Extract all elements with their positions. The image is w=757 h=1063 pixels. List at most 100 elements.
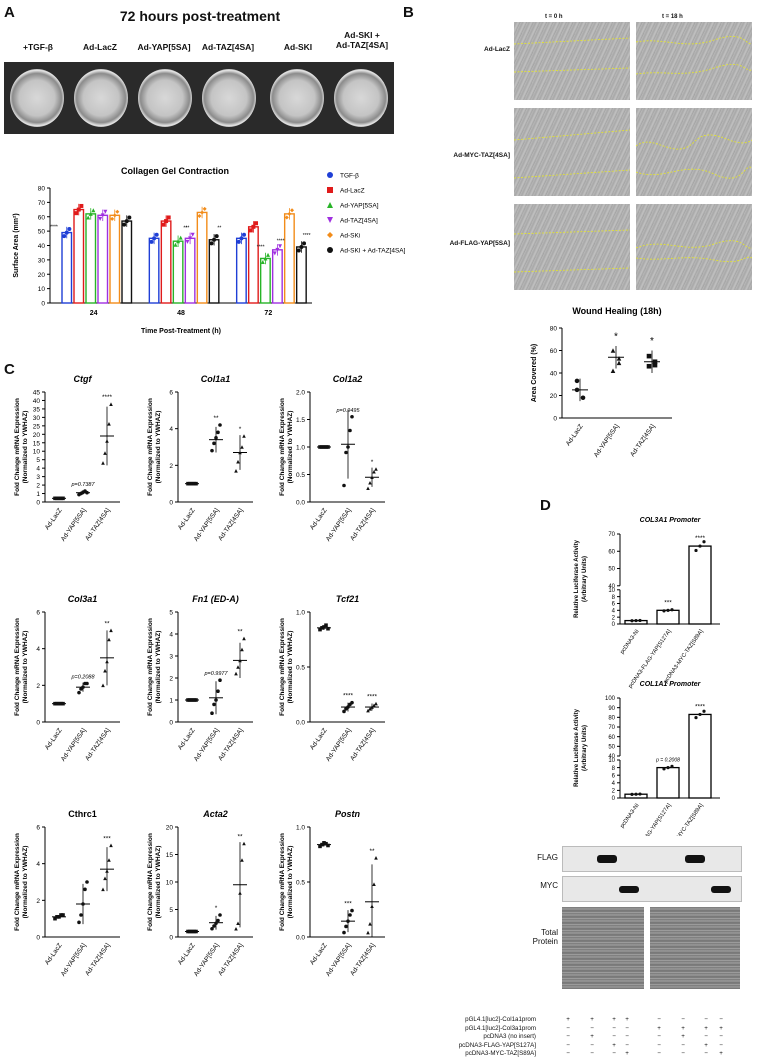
data-point — [348, 913, 352, 917]
y-tick-label: 10 — [33, 449, 41, 456]
data-point — [185, 239, 190, 244]
blot-flag — [562, 846, 742, 872]
panel-label-c: C — [4, 361, 15, 378]
data-point — [190, 929, 194, 934]
data-point — [342, 483, 346, 488]
y-tick-label: 60 — [608, 735, 615, 741]
data-point — [107, 421, 111, 426]
data-point — [694, 716, 698, 720]
table-row: pcDNA3-MYC-TAZ[S89A] − − − + − − − + — [400, 1050, 730, 1058]
data-point — [218, 913, 222, 917]
bar — [97, 214, 109, 304]
y-axis-label: Fold Change mRNA Expression — [147, 833, 154, 931]
data-point — [344, 450, 348, 455]
data-point — [103, 209, 108, 214]
data-point — [57, 915, 61, 919]
bar — [73, 208, 85, 304]
data-point — [272, 251, 277, 256]
data-point — [166, 215, 171, 220]
wound-image — [636, 22, 752, 100]
data-point — [320, 842, 324, 847]
data-point — [372, 469, 376, 474]
data-point — [326, 445, 330, 449]
data-point — [188, 698, 192, 702]
y-tick-label: 60 — [550, 348, 558, 355]
data-point — [91, 208, 96, 213]
y-tick-label: 4 — [612, 781, 616, 787]
data-point — [209, 241, 214, 246]
significance-mark: * — [371, 459, 374, 466]
data-point — [53, 701, 57, 706]
data-point — [346, 919, 350, 923]
data-point — [190, 232, 195, 237]
data-point — [109, 402, 113, 407]
y-tick-label: 0 — [169, 935, 173, 942]
y-tick-label: 4 — [36, 466, 40, 473]
data-point — [266, 252, 271, 257]
bar — [283, 213, 295, 304]
data-point — [236, 921, 240, 926]
data-point — [234, 671, 238, 676]
y-tick-label: 2.0 — [296, 390, 305, 397]
chart-title: Ctgf — [74, 374, 93, 384]
x-tick-label: 48 — [177, 310, 185, 317]
data-point — [234, 926, 238, 931]
data-point — [239, 236, 244, 241]
data-point — [251, 224, 256, 229]
data-point — [296, 248, 301, 253]
blot-label-myc: MYC — [540, 881, 558, 890]
y-tick-label: 80 — [550, 326, 558, 333]
data-point — [100, 213, 105, 218]
data-point — [652, 359, 658, 365]
data-point — [372, 882, 376, 886]
data-point — [318, 627, 322, 632]
bar — [259, 257, 271, 304]
significance-mark: *** — [103, 835, 111, 842]
data-point — [234, 469, 238, 473]
data-point — [370, 904, 374, 908]
data-point — [238, 450, 242, 455]
data-point — [574, 378, 580, 384]
well — [270, 69, 324, 127]
data-point — [324, 445, 328, 449]
data-point — [638, 618, 642, 623]
data-point — [57, 496, 61, 501]
data-point — [242, 841, 246, 846]
y-tick-label: 45 — [33, 390, 41, 397]
y-tick-label: 6 — [169, 390, 173, 397]
data-point — [646, 363, 652, 369]
data-point — [218, 423, 222, 427]
data-point — [98, 216, 103, 221]
data-point — [74, 211, 79, 216]
table-cell: + — [625, 1016, 629, 1023]
data-point — [154, 232, 159, 237]
data-point — [194, 929, 198, 934]
x-tick-label: Ad-LacZ — [177, 942, 197, 966]
y-tick-label: 10 — [608, 588, 615, 594]
data-point — [698, 712, 702, 717]
data-point — [368, 922, 372, 926]
y-tick-label: 0 — [169, 720, 173, 727]
blot-myc — [562, 876, 742, 902]
data-point — [350, 908, 354, 913]
y-axis-label: Fold Change mRNA Expression — [14, 618, 21, 716]
data-point — [216, 689, 220, 693]
table-cell: + — [566, 1016, 570, 1023]
y-tick-label: 50 — [38, 229, 46, 236]
y-tick-label: 25 — [33, 423, 41, 430]
y-tick-label: 70 — [608, 725, 615, 731]
bar — [208, 239, 220, 304]
table-row-label: pcDNA3-FLAG-YAP[S127A] — [458, 1041, 536, 1049]
x-tick-label: Ad-TAZ[4SA] — [217, 942, 245, 977]
well — [74, 69, 128, 127]
y-tick-label: 4 — [36, 861, 40, 868]
x-tick-label: Ad-YAP[5SA] — [593, 423, 621, 459]
data-point — [214, 436, 218, 440]
data-point — [107, 858, 111, 862]
y-axis-label: Fold Change mRNA Expression — [279, 398, 286, 496]
data-point — [630, 792, 634, 796]
x-tick-label: Ad-LacZ — [44, 507, 64, 531]
y-tick-label: 0.5 — [296, 665, 305, 672]
significance-mark: p=0.7387 — [70, 482, 95, 488]
chart-title: Col1a1 — [201, 374, 231, 384]
